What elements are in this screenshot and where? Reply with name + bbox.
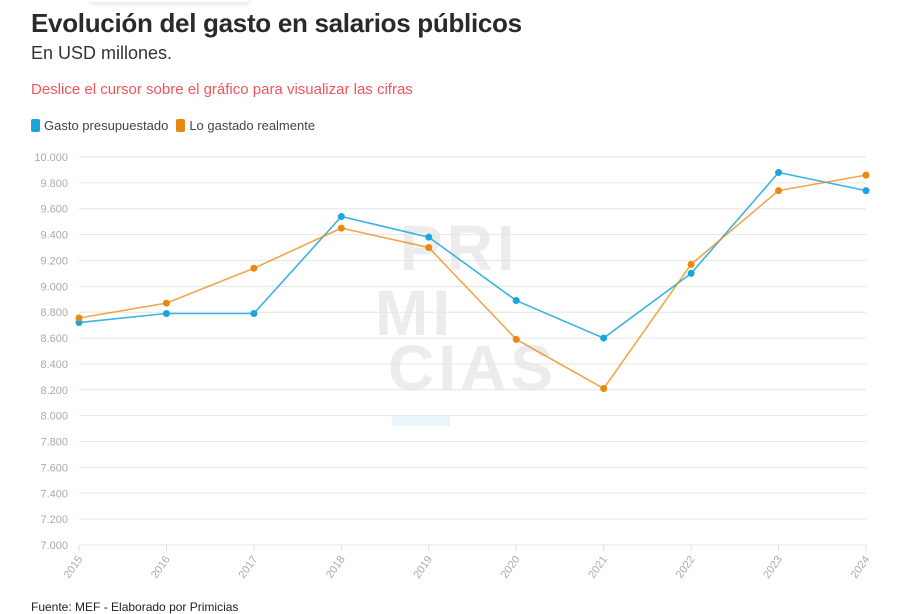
data-point-budgeted[interactable] [425, 233, 433, 241]
data-point-budgeted[interactable] [162, 309, 170, 317]
data-point-budgeted[interactable] [775, 169, 783, 177]
legend-label: Gasto presupuestado [44, 118, 169, 133]
data-point-budgeted[interactable] [337, 212, 345, 220]
y-tick-label: 9.000 [40, 281, 68, 293]
legend: Gasto presupuestado Lo gastado realmente [31, 118, 315, 133]
y-tick-label: 7.000 [40, 540, 68, 552]
data-point-spent[interactable] [512, 335, 520, 343]
data-point-spent[interactable] [75, 314, 83, 322]
x-tick-label: 2020 [499, 554, 523, 581]
x-tick-label: 2018 [324, 554, 348, 581]
y-tick-label: 7.800 [40, 437, 68, 449]
y-tick-label: 7.400 [40, 488, 68, 500]
x-tick-label: 2019 [411, 554, 435, 581]
legend-item-spent[interactable]: Lo gastado realmente [176, 118, 315, 133]
y-tick-label: 7.200 [40, 514, 68, 526]
data-point-spent[interactable] [687, 260, 695, 268]
x-tick-label: 2017 [236, 554, 260, 581]
y-tick-label: 8.000 [40, 411, 68, 423]
data-point-budgeted[interactable] [687, 269, 695, 277]
data-point-budgeted[interactable] [862, 187, 870, 195]
chart-subtitle: En USD millones. [31, 43, 173, 63]
y-tick-label: 8.600 [40, 333, 68, 345]
data-point-budgeted[interactable] [512, 297, 520, 305]
watermark-text: PRI [400, 212, 519, 284]
y-tick-label: 7.600 [40, 462, 68, 474]
data-point-budgeted[interactable] [600, 334, 608, 342]
y-tick-label: 10.000 [34, 152, 68, 164]
data-point-spent[interactable] [600, 385, 608, 393]
data-point-spent[interactable] [162, 299, 170, 307]
source-note: Fuente: MEF - Elaborado por Primicias [31, 600, 239, 614]
series-line-budgeted [78, 171, 867, 339]
hover-hint: Deslice el cursor sobre el gráfico para … [31, 81, 413, 98]
legend-swatch-spent [176, 119, 186, 132]
watermark-bar [392, 415, 450, 426]
chart-title: Evolución del gasto en salarios públicos [31, 8, 522, 38]
x-tick-label: 2023 [761, 554, 785, 581]
x-tick-label: 2022 [674, 554, 698, 581]
y-tick-label: 9.200 [40, 255, 68, 267]
legend-label: Lo gastado realmente [189, 118, 316, 133]
legend-swatch-budgeted [31, 119, 40, 132]
watermark-text: MI [375, 277, 454, 349]
x-tick-label: 2024 [849, 554, 873, 581]
watermark-text: CIAS [388, 332, 557, 404]
x-tick-label: 2015 [62, 554, 86, 581]
series-line-spent [78, 174, 867, 390]
x-tick-label: 2016 [149, 554, 173, 581]
y-tick-label: 8.400 [40, 359, 68, 371]
data-point-spent[interactable] [775, 187, 783, 195]
y-tick-label: 8.200 [40, 385, 68, 397]
data-point-budgeted[interactable] [250, 309, 258, 317]
data-point-spent[interactable] [250, 264, 258, 272]
y-tick-label: 9.400 [40, 230, 68, 242]
data-point-spent[interactable] [425, 244, 433, 252]
legend-item-budgeted[interactable]: Gasto presupuestado [31, 118, 168, 133]
data-point-spent[interactable] [337, 224, 345, 232]
y-tick-label: 9.800 [40, 178, 68, 190]
y-tick-label: 8.800 [40, 307, 68, 319]
y-tick-label: 9.600 [40, 204, 68, 216]
x-tick-label: 2021 [586, 554, 610, 581]
data-point-spent[interactable] [862, 171, 870, 179]
